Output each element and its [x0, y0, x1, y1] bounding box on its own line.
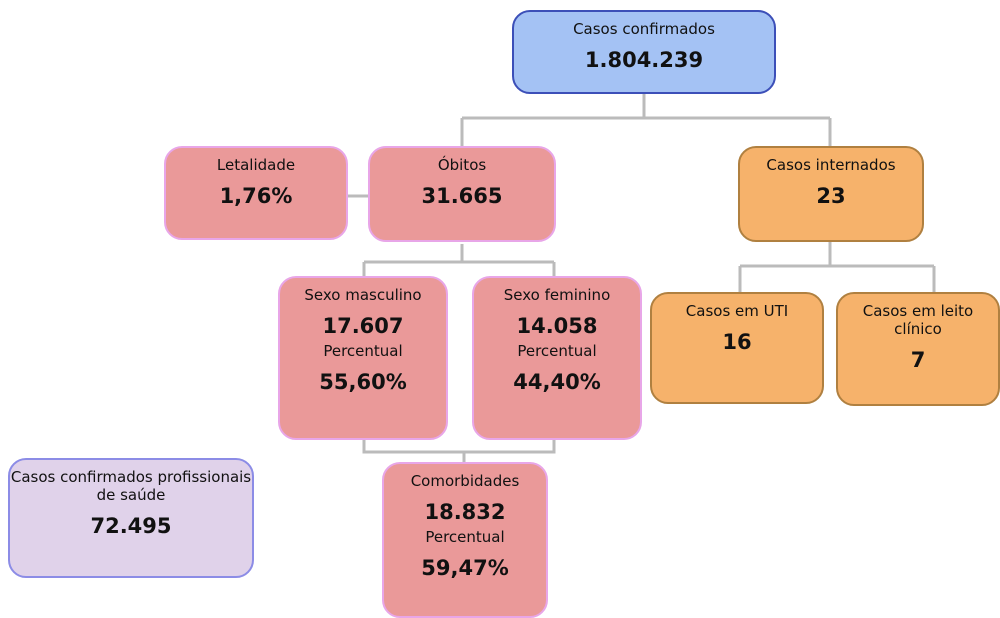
node-value: 7: [910, 348, 926, 372]
node-label: Comorbidades: [410, 472, 520, 490]
node-label: Letalidade: [216, 156, 296, 174]
node-label: Sexo feminino: [503, 286, 611, 304]
node-value: 16: [722, 330, 752, 354]
node-sublabel: Percentual: [517, 342, 597, 360]
node-subvalue: 44,40%: [513, 370, 601, 394]
node: Casos internados 23: [738, 146, 924, 242]
node-subvalue: 55,60%: [319, 370, 407, 394]
node-label: Sexo masculino: [304, 286, 422, 304]
node-sublabel: Percentual: [425, 528, 505, 546]
node-sublabel: Percentual: [323, 342, 403, 360]
node-value: 1,76%: [219, 184, 293, 208]
node-label: Casos internados: [766, 156, 896, 174]
node-value: 1.804.239: [584, 48, 704, 72]
node-label: Óbitos: [437, 156, 487, 174]
node-label: Casos em leito clínico: [862, 302, 974, 338]
node-value: 31.665: [421, 184, 503, 208]
node-label: Casos confirmados: [573, 20, 715, 38]
node: Casos confirmados 1.804.239: [512, 10, 776, 94]
node-value: 23: [816, 184, 846, 208]
node: Casos em UTI 16: [650, 292, 824, 404]
node-value: 18.832: [424, 500, 506, 524]
node-value: 14.058: [516, 314, 598, 338]
node-value: 17.607: [322, 314, 404, 338]
node: Óbitos 31.665: [368, 146, 556, 242]
node-label: Casos confirmados profissionais de saúde: [10, 468, 252, 504]
node: Casos confirmados profissionais de saúde…: [8, 458, 254, 578]
node: Sexo feminino 14.058 Percentual 44,40%: [472, 276, 642, 440]
node-subvalue: 59,47%: [421, 556, 509, 580]
node-label: Casos em UTI: [685, 302, 789, 320]
node-value: 72.495: [90, 514, 172, 538]
node: Sexo masculino 17.607 Percentual 55,60%: [278, 276, 448, 440]
node: Comorbidades 18.832 Percentual 59,47%: [382, 462, 548, 618]
node: Casos em leito clínico 7: [836, 292, 1000, 406]
node: Letalidade 1,76%: [164, 146, 348, 240]
